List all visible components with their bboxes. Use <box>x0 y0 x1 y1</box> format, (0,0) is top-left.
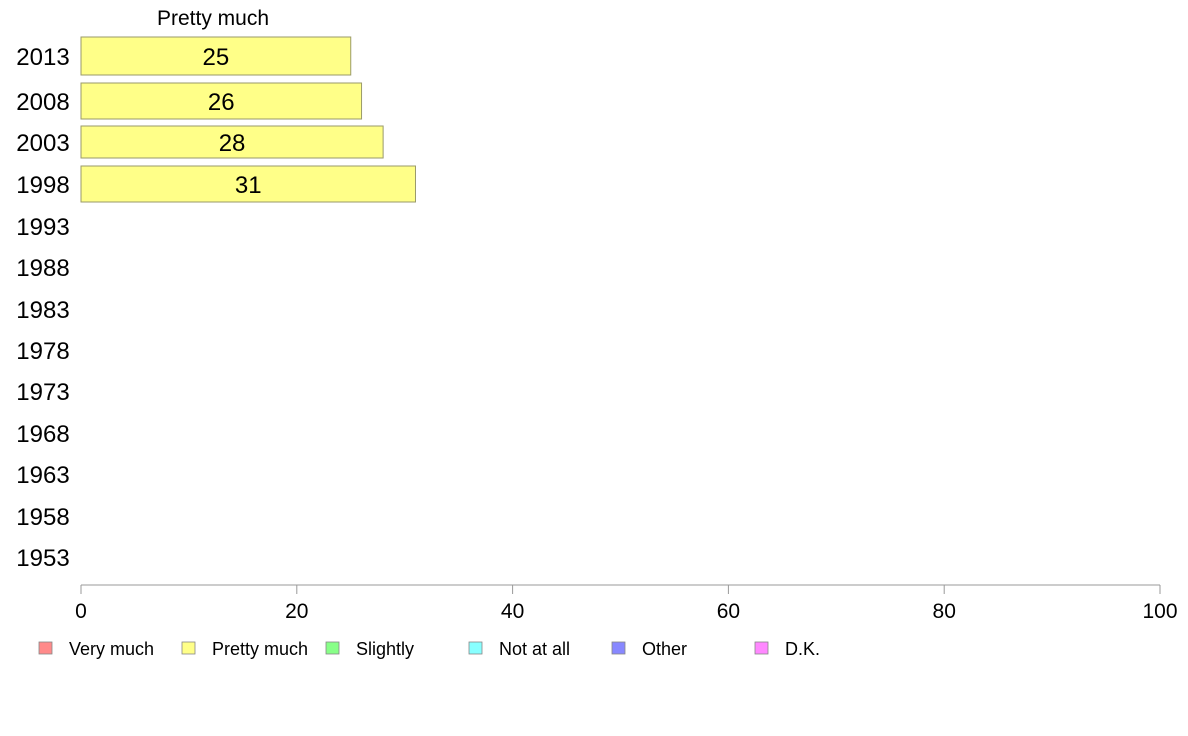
year-label-1973: 1973 <box>16 379 69 406</box>
legend-label-very-much: Very much <box>69 639 154 659</box>
legend-label-d-k: D.K. <box>785 639 820 659</box>
legend-swatch-slightly <box>325 641 340 655</box>
year-label-1983: 1983 <box>16 297 69 324</box>
x-tick-label-40: 40 <box>501 600 524 623</box>
year-label-1963: 1963 <box>16 462 69 489</box>
year-label-1958: 1958 <box>16 504 69 531</box>
x-tick-label-60: 60 <box>717 600 740 623</box>
x-tick-label-80: 80 <box>933 600 956 623</box>
x-axis: 0 20 40 60 80 100 <box>75 584 1178 623</box>
bar-value-1998: 31 <box>235 172 262 199</box>
bar-1998 <box>80 165 416 203</box>
legend-swatch-other <box>611 641 626 655</box>
x-tick-label-20: 20 <box>285 600 308 623</box>
bar-value-2008: 26 <box>208 89 235 116</box>
bar-2008 <box>80 82 363 120</box>
year-label-1998: 1998 <box>16 172 69 199</box>
year-label-1988: 1988 <box>16 255 69 282</box>
year-label-2013: 2013 <box>16 44 69 71</box>
bar-2003 <box>80 125 384 159</box>
legend-swatch-very-much <box>38 641 53 655</box>
x-tick-label-100: 100 <box>1142 600 1177 623</box>
year-label-1978: 1978 <box>16 338 69 365</box>
bar-2013 <box>80 36 352 76</box>
legend-label-slightly: Slightly <box>356 639 414 659</box>
bar-value-2003: 28 <box>219 130 246 157</box>
x-tick-label-0: 0 <box>75 600 87 623</box>
year-label-2003: 2003 <box>16 130 69 157</box>
bar-value-2013: 25 <box>203 44 230 71</box>
year-label-1953: 1953 <box>16 545 69 572</box>
year-labels: 2013 2008 2003 1998 1993 1988 1983 1978 1973 1968… <box>16 44 69 572</box>
bars: 25 26 28 31 <box>80 36 416 203</box>
legend-label-other: Other <box>642 639 687 659</box>
year-label-1968: 1968 <box>16 421 69 448</box>
legend-swatch-d-k <box>754 641 769 655</box>
series-title: Pretty much <box>157 7 269 30</box>
legend-swatch-pretty-much <box>181 641 196 655</box>
legend-label-not-at-all: Not at all <box>499 639 570 659</box>
legend-label-pretty-much: Pretty much <box>212 639 308 659</box>
legend: Very much Pretty much Slightly Not at all Ot… <box>38 639 820 659</box>
year-label-1993: 1993 <box>16 214 69 241</box>
year-label-2008: 2008 <box>16 89 69 116</box>
legend-swatch-not-at-all <box>468 641 483 655</box>
